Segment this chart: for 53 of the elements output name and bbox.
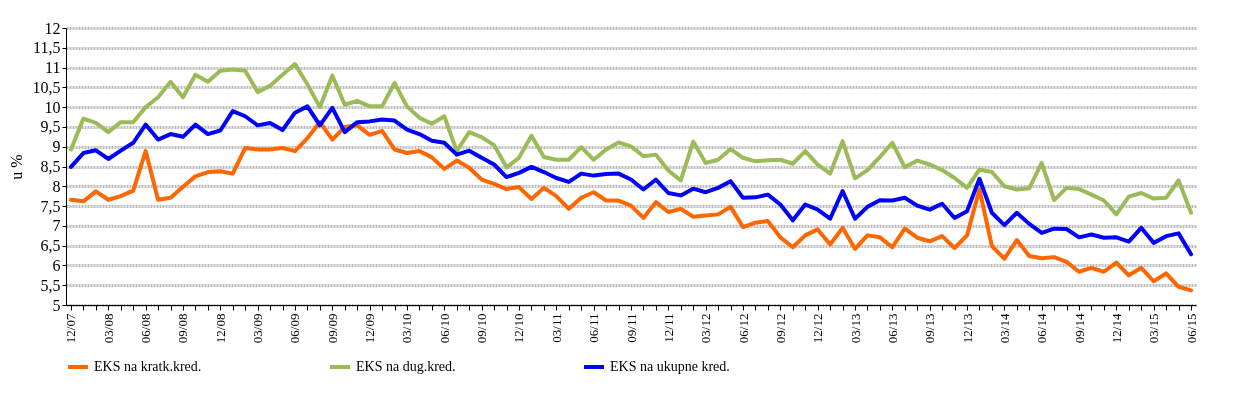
line-series [68, 62, 1194, 217]
y-tick-label: 9,5 [40, 118, 61, 136]
x-tick-label: 09/08 [175, 313, 191, 344]
y-tick-label: 6,5 [40, 237, 61, 255]
y-tick-label: 11 [45, 59, 61, 77]
x-tick-label: 09/11 [623, 313, 639, 343]
y-tick-label: 8 [52, 177, 61, 195]
y-tick-label: 11,5 [33, 39, 61, 57]
x-tick-label: 06/08 [138, 313, 154, 344]
x-tick-label: 12/13 [959, 313, 975, 344]
x-tick-label: 06/15 [1183, 313, 1199, 344]
x-tick-label: 09/13 [922, 313, 938, 344]
y-axis-title: u % [7, 154, 25, 180]
x-tick-label: 03/11 [548, 313, 564, 343]
y-tick-label: 5,5 [40, 276, 61, 294]
y-tick-label: 10 [44, 98, 61, 116]
x-tick-label: 12/08 [212, 313, 228, 344]
x-tick-label: 06/09 [287, 313, 303, 344]
x-tick-label: 03/09 [250, 313, 266, 344]
x-tick-label: 09/09 [324, 313, 340, 344]
y-tick-label: 8,5 [40, 158, 61, 175]
x-tick-label: 03/13 [847, 313, 863, 344]
legend-label: EKS na dug.kred. [356, 359, 456, 374]
x-tick-label: 12/14 [1108, 313, 1124, 344]
x-tick-label: 09/12 [772, 313, 788, 344]
y-tick-label: 6 [52, 256, 61, 274]
x-tick-label: 06/13 [884, 313, 900, 344]
x-tick-label: 12/11 [660, 313, 676, 343]
x-tick-label: 06/12 [735, 313, 751, 344]
x-tick-label: 03/12 [698, 313, 714, 344]
x-tick-label: 06/10 [436, 313, 452, 344]
line-series [68, 104, 1194, 257]
x-tick-label: 06/11 [586, 313, 602, 343]
legend-label: EKS na kratk.kred. [94, 359, 202, 374]
x-tick-label: 03/08 [100, 313, 116, 344]
x-tick-label: 03/10 [399, 313, 415, 344]
x-tick-label: 06/14 [1034, 313, 1050, 344]
y-tick-label: 12 [44, 19, 61, 37]
legend-label: EKS na ukupne kred. [610, 359, 730, 374]
x-tick-label: 12/09 [362, 313, 378, 344]
x-tick-label: 09/14 [1071, 313, 1087, 344]
x-tick-label: 09/10 [474, 313, 490, 344]
y-tick-label: 9 [52, 138, 61, 156]
x-tick-label: 12/12 [810, 313, 826, 344]
line-series [68, 120, 1194, 293]
y-tick-label: 5 [52, 296, 61, 314]
y-tick-label: 10,5 [32, 78, 61, 96]
x-tick-label: 12/10 [511, 313, 527, 344]
x-tick-label: 03/15 [1146, 313, 1162, 344]
y-tick-label: 7,5 [40, 197, 61, 215]
x-tick-label: 12/07 [63, 313, 79, 344]
y-tick-label: 7 [52, 217, 61, 235]
x-tick-label: 03/14 [996, 313, 1012, 344]
